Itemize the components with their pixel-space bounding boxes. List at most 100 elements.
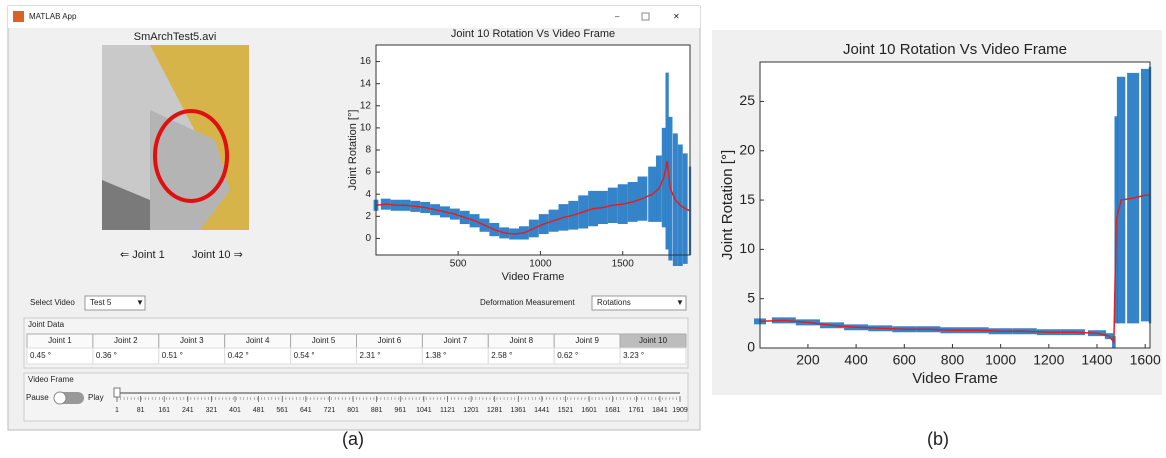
slider-tick-label: 1041 [416, 407, 432, 414]
slider-tick-label: 561 [276, 407, 288, 414]
plot-title: Joint 10 Rotation Vs Video Frame [843, 41, 1067, 58]
x-tick-label: 1600 [1130, 351, 1161, 367]
y-tick-label: 10 [360, 123, 372, 134]
x-axis-label: Video Frame [912, 370, 998, 387]
switch-knob[interactable] [53, 391, 67, 405]
joint-tab-label: Joint 6 [378, 336, 402, 345]
previous-joint-button[interactable]: ⇐ Joint 1 [120, 249, 165, 261]
close-button[interactable]: ✕ [673, 12, 680, 21]
next-joint-button[interactable]: Joint 10 ⇒ [192, 249, 243, 261]
joint-value: 1.38 ° [425, 351, 446, 360]
measurement-value: Rotations [597, 298, 631, 307]
y-tick-label: 20 [739, 141, 755, 157]
y-axis-label: Joint Rotation [°] [347, 110, 359, 191]
pause-label: Pause [26, 393, 49, 402]
joint-tab-label: Joint 1 [48, 336, 72, 345]
joint-table: Joint 1 0.45 ° Joint 2 0.36 ° Joint 3 0.51 ° J… [26, 333, 687, 365]
select-video-value: Test 5 [90, 298, 112, 307]
slider-tick-label: 1361 [511, 407, 527, 414]
joint-value: 0.54 ° [294, 351, 315, 360]
video-frame-title: Video Frame [28, 375, 74, 384]
y-tick-label: 8 [365, 145, 371, 156]
select-video-dropdown[interactable] [84, 295, 146, 311]
slider-tick-label: 801 [347, 407, 359, 414]
y-tick-label: 14 [360, 78, 372, 89]
play-label: Play [88, 393, 104, 402]
joint-value: 2.58 ° [491, 351, 512, 360]
joint-value: 0.36 ° [96, 351, 117, 360]
slider-tick-label: 1761 [629, 407, 645, 414]
mean-line [375, 160, 691, 235]
slider-tick-label: 1441 [534, 407, 550, 414]
y-tick-label: 15 [739, 191, 755, 207]
plot-a: Joint 10 Rotation Vs Video Frame Video Fr… [347, 28, 692, 283]
dropdown-arrow: ▼ [136, 298, 144, 307]
x-tick-label: 600 [893, 351, 917, 367]
slider-tick-label: 1909 [672, 407, 688, 414]
slider-tick-label: 241 [182, 407, 194, 414]
joint-value: 3.23 ° [623, 351, 644, 360]
axes-box [759, 61, 1151, 349]
y-tick-label: 2 [365, 211, 371, 222]
y-tick-label: 12 [360, 100, 372, 111]
x-axis-label: Video Frame [502, 271, 565, 283]
slider-tick-label: 1601 [581, 407, 597, 414]
measurement-label: Deformation Measurement [480, 298, 575, 307]
slider-tick-label: 1521 [558, 407, 574, 414]
maximize-button[interactable] [641, 12, 650, 21]
frame-slider[interactable]: 1 81 161 241 321 401 481 561 641 721 801 881 961 1041… [113, 387, 688, 414]
joint-tab-label: Joint 10 [639, 336, 668, 345]
slider-tick-label: 81 [137, 407, 145, 414]
app-icon [13, 11, 24, 22]
slider-tick-label: 1281 [487, 407, 503, 414]
slider-tick-label: 401 [229, 407, 241, 414]
x-tick-label: 1200 [1033, 351, 1064, 367]
video-title: SmArchTest5.avi [134, 31, 217, 43]
joint-value: 0.45 ° [30, 351, 51, 360]
mean-line [759, 194, 1150, 345]
select-video-label: Select Video [30, 298, 75, 307]
joint-tab-label: Joint 2 [114, 336, 138, 345]
slider-thumb[interactable] [113, 387, 121, 398]
window-title: MATLAB App [29, 12, 77, 21]
slider-tick-label: 321 [206, 407, 218, 414]
x-tick-label: 1000 [529, 259, 552, 270]
y-tick-label: 25 [739, 92, 755, 108]
joint-value: 0.51 ° [162, 351, 183, 360]
y-tick-label: 0 [365, 233, 371, 244]
dropdown-arrow: ▼ [676, 298, 684, 307]
joint-tab-label: Joint 7 [444, 336, 468, 345]
y-tick-label: 10 [739, 240, 755, 256]
joint-tab-label: Joint 5 [312, 336, 336, 345]
slider-tick-label: 721 [324, 407, 336, 414]
video-frame-image [102, 45, 249, 230]
joint-value: 0.42 ° [228, 351, 249, 360]
slider-tick-label: 1201 [463, 407, 479, 414]
joint-data-title: Joint Data [28, 320, 65, 329]
slider-tick-label: 1 [115, 407, 119, 414]
caption-b: (b) [927, 429, 949, 449]
y-tick-label: 5 [747, 289, 755, 305]
plot-b: Joint 10 Rotation Vs Video Frame Video Fr… [719, 41, 1161, 387]
joint-tab-label: Joint 9 [575, 336, 599, 345]
axes-area [760, 62, 1150, 348]
joint-tab-label: Joint 4 [246, 336, 270, 345]
slider-tick-label: 1121 [440, 407, 455, 414]
measurement-dropdown[interactable] [591, 295, 687, 311]
y-tick-label: 16 [360, 56, 372, 67]
x-tick-label: 1500 [612, 259, 635, 270]
joint-value: 0.62 ° [557, 351, 578, 360]
joint-value-cell [619, 347, 687, 365]
caption-a: (a) [342, 429, 364, 449]
x-tick-label: 800 [941, 351, 965, 367]
plot-title: Joint 10 Rotation Vs Video Frame [451, 28, 615, 40]
y-axis-label: Joint Rotation [°] [719, 150, 736, 260]
slider-tick-label: 1841 [652, 407, 668, 414]
slider-tick-label: 961 [394, 407, 406, 414]
minimize-button[interactable]: – [615, 12, 620, 21]
y-tick-label: 0 [747, 339, 755, 355]
slider-tick-label: 481 [253, 407, 265, 414]
slider-tick-label: 1681 [605, 407, 621, 414]
slider-tick-label: 881 [371, 407, 383, 414]
x-tick-label: 400 [844, 351, 868, 367]
